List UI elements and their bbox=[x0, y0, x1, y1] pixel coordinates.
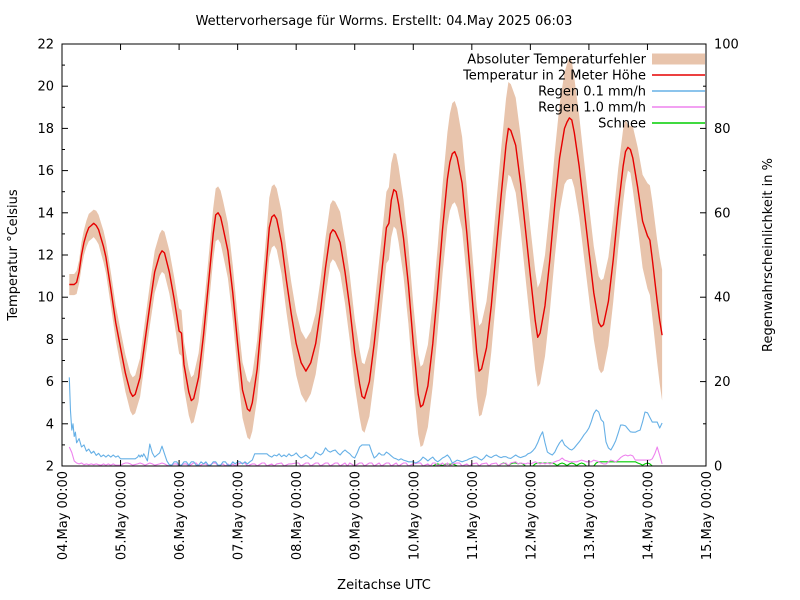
y-right-tick-label: 100 bbox=[714, 38, 739, 53]
y-right-tick-label: 0 bbox=[714, 460, 722, 475]
legend-item: Regen 1.0 mm/h bbox=[538, 101, 705, 116]
y-left-tick-label: 6 bbox=[46, 375, 54, 390]
y-right-tick-label: 20 bbox=[714, 375, 731, 390]
legend-band-swatch bbox=[652, 53, 705, 65]
y-right-tick-label: 40 bbox=[714, 291, 731, 306]
y-right-tick-label: 60 bbox=[714, 206, 731, 221]
axes-layer: 04.May 00:00 05.May 00:00 06.May 00:00 07.M… bbox=[37, 38, 738, 561]
x-tick-label: 12.May 00:00 bbox=[524, 471, 539, 560]
legend-item: Absoluter Temperaturfehler bbox=[467, 53, 705, 68]
chart-title: Wettervorhersage für Worms. Erstellt: 04… bbox=[196, 14, 573, 29]
temperature-error-band bbox=[69, 56, 663, 447]
x-tick-label: 05.May 00:00 bbox=[115, 471, 130, 560]
x-tick-label: 11.May 00:00 bbox=[466, 471, 481, 560]
x-tick-label: 10.May 00:00 bbox=[407, 471, 422, 560]
legend-item: Temperatur in 2 Meter Höhe bbox=[462, 69, 705, 84]
y-right-tick-label: 80 bbox=[714, 122, 731, 137]
legend-item: Schnee bbox=[598, 117, 705, 132]
legend-label: Regen 0.1 mm/h bbox=[538, 85, 646, 100]
legend-label: Schnee bbox=[598, 117, 646, 132]
legend-item: Regen 0.1 mm/h bbox=[538, 85, 705, 100]
y-left-tick-label: 4 bbox=[46, 417, 54, 432]
x-tick-label: 04.May 00:00 bbox=[56, 471, 71, 560]
y-left-tick-label: 12 bbox=[37, 249, 54, 264]
y-left-tick-label: 14 bbox=[37, 206, 54, 221]
legend-label: Temperatur in 2 Meter Höhe bbox=[462, 69, 646, 84]
y-axis-label-right: Regenwahrscheinlichkeit in % bbox=[761, 158, 776, 352]
rain-10-line bbox=[68, 446, 663, 467]
y-left-tick-label: 18 bbox=[37, 122, 54, 137]
legend-label: Absoluter Temperaturfehler bbox=[467, 53, 646, 68]
y-left-tick-label: 8 bbox=[46, 333, 54, 348]
x-tick-label: 07.May 00:00 bbox=[232, 471, 247, 560]
legend-label: Regen 1.0 mm/h bbox=[538, 101, 646, 116]
series-layer bbox=[68, 56, 663, 467]
x-axis-label: Zeitachse UTC bbox=[337, 578, 431, 593]
y-axis-label-left: Temperatur °Celsius bbox=[6, 189, 21, 322]
y-left-tick-label: 2 bbox=[46, 460, 54, 475]
x-tick-label: 06.May 00:00 bbox=[173, 471, 188, 560]
y-left-tick-label: 20 bbox=[37, 80, 54, 95]
rain-01-line bbox=[68, 377, 663, 466]
temperature-line bbox=[69, 117, 663, 412]
x-tick-label: 13.May 00:00 bbox=[583, 471, 598, 560]
x-tick-label: 14.May 00:00 bbox=[641, 471, 656, 560]
y-left-tick-label: 22 bbox=[37, 38, 54, 53]
x-tick-label: 08.May 00:00 bbox=[290, 471, 305, 560]
x-tick-label: 09.May 00:00 bbox=[349, 471, 364, 560]
plot-border bbox=[61, 43, 707, 467]
y-left-tick-label: 10 bbox=[37, 291, 54, 306]
x-tick-label: 15.May 00:00 bbox=[700, 471, 715, 560]
y-left-tick-label: 16 bbox=[37, 164, 54, 179]
